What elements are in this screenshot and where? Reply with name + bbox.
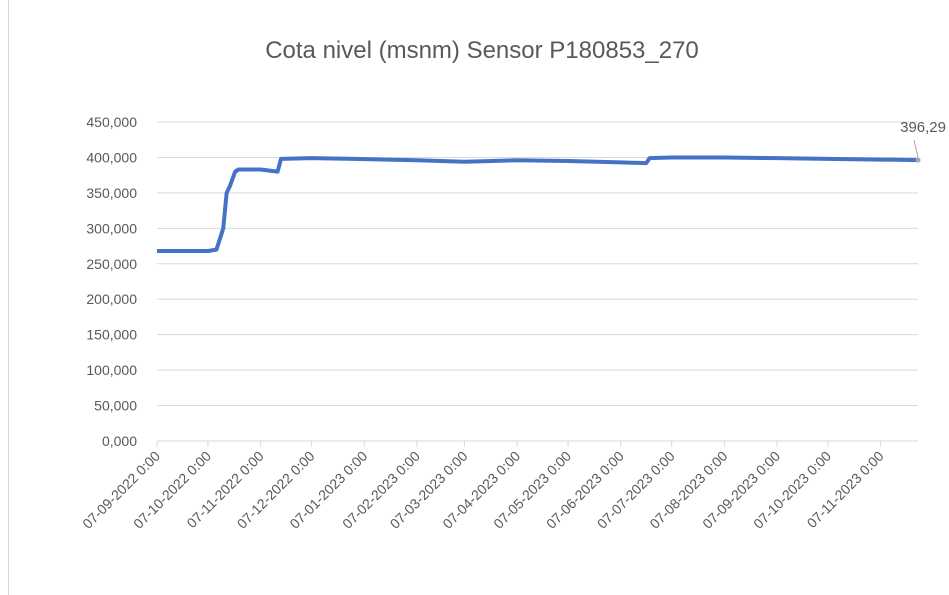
point-marker: [915, 157, 921, 163]
y-tick-label: 400,000: [86, 149, 137, 165]
y-tick-label: 100,000: [86, 362, 137, 378]
y-tick-label: 250,000: [86, 256, 137, 272]
leader-line: [913, 139, 919, 158]
y-tick-label: 200,000: [86, 291, 137, 307]
chart-title: Cota nivel (msnm) Sensor P180853_270: [265, 37, 699, 64]
data-label: 396,29: [900, 119, 946, 136]
y-tick-label: 300,000: [86, 220, 137, 236]
y-tick-label: 450,000: [86, 114, 137, 130]
y-tick-label: 150,000: [86, 327, 137, 343]
series-line: [157, 155, 919, 254]
y-tick-label: 0,000: [102, 433, 137, 449]
y-tick-label: 50,000: [94, 398, 137, 414]
y-tick-label: 350,000: [86, 185, 137, 201]
